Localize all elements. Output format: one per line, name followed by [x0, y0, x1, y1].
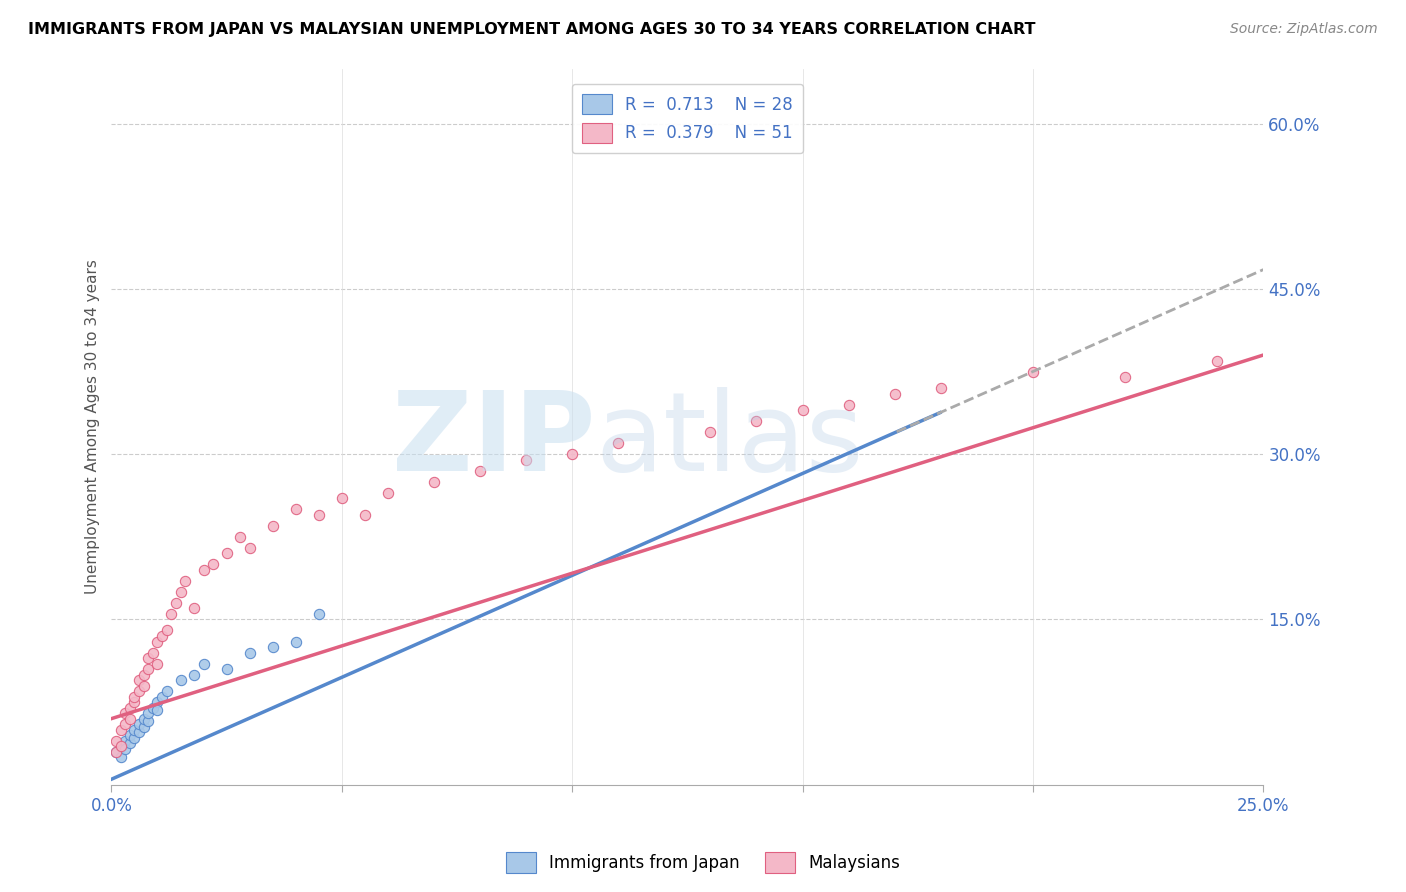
Text: ZIP: ZIP — [392, 387, 595, 494]
Point — [124, 731, 146, 746]
Point — [105, 745, 128, 759]
Point — [156, 684, 179, 698]
Point — [515, 452, 537, 467]
Point — [745, 414, 768, 428]
Point — [142, 700, 165, 714]
Point — [377, 485, 399, 500]
Point — [169, 673, 191, 687]
Point — [114, 733, 136, 747]
Point — [284, 502, 307, 516]
Point — [929, 381, 952, 395]
Point — [105, 745, 128, 759]
Point — [132, 667, 155, 681]
Point — [201, 558, 224, 572]
Legend: R =  0.713    N = 28, R =  0.379    N = 51: R = 0.713 N = 28, R = 0.379 N = 51 — [572, 84, 803, 153]
Y-axis label: Unemployment Among Ages 30 to 34 years: Unemployment Among Ages 30 to 34 years — [86, 260, 100, 594]
Point — [132, 679, 155, 693]
Point — [136, 706, 159, 720]
Point — [468, 464, 491, 478]
Point — [136, 651, 159, 665]
Point — [174, 574, 197, 588]
Point — [150, 690, 173, 704]
Point — [160, 607, 183, 621]
Point — [165, 596, 187, 610]
Point — [146, 634, 169, 648]
Point — [114, 706, 136, 720]
Point — [110, 750, 132, 764]
Point — [330, 491, 353, 506]
Point — [1114, 370, 1136, 384]
Text: IMMIGRANTS FROM JAPAN VS MALAYSIAN UNEMPLOYMENT AMONG AGES 30 TO 34 YEARS CORREL: IMMIGRANTS FROM JAPAN VS MALAYSIAN UNEMP… — [28, 22, 1036, 37]
Point — [118, 700, 141, 714]
Point — [193, 563, 215, 577]
Point — [128, 684, 150, 698]
Point — [239, 646, 262, 660]
Point — [110, 723, 132, 737]
Point — [124, 695, 146, 709]
Point — [142, 646, 165, 660]
Point — [114, 717, 136, 731]
Point — [193, 657, 215, 671]
Point — [118, 736, 141, 750]
Point — [838, 398, 860, 412]
Point — [561, 447, 583, 461]
Point — [1022, 365, 1045, 379]
Point — [128, 717, 150, 731]
Point — [156, 624, 179, 638]
Point — [118, 712, 141, 726]
Point — [128, 673, 150, 687]
Point — [183, 601, 205, 615]
Point — [150, 629, 173, 643]
Point — [262, 518, 284, 533]
Point — [132, 712, 155, 726]
Point — [607, 436, 630, 450]
Point — [110, 739, 132, 754]
Point — [136, 662, 159, 676]
Point — [423, 475, 446, 489]
Point — [128, 724, 150, 739]
Point — [146, 703, 169, 717]
Point — [118, 728, 141, 742]
Point — [132, 721, 155, 735]
Point — [105, 733, 128, 747]
Point — [124, 690, 146, 704]
Point — [183, 667, 205, 681]
Point — [883, 386, 905, 401]
Point — [229, 530, 252, 544]
Point — [169, 585, 191, 599]
Point — [1206, 353, 1229, 368]
Point — [215, 546, 238, 560]
Point — [215, 662, 238, 676]
Point — [146, 657, 169, 671]
Point — [262, 640, 284, 654]
Legend: Immigrants from Japan, Malaysians: Immigrants from Japan, Malaysians — [499, 846, 907, 880]
Point — [353, 508, 375, 522]
Point — [239, 541, 262, 555]
Point — [284, 634, 307, 648]
Point — [146, 695, 169, 709]
Point — [792, 403, 814, 417]
Point — [308, 607, 330, 621]
Text: atlas: atlas — [595, 387, 863, 494]
Text: Source: ZipAtlas.com: Source: ZipAtlas.com — [1230, 22, 1378, 37]
Point — [699, 425, 721, 439]
Point — [308, 508, 330, 522]
Point — [110, 739, 132, 754]
Point — [136, 714, 159, 728]
Point — [124, 723, 146, 737]
Point — [114, 742, 136, 756]
